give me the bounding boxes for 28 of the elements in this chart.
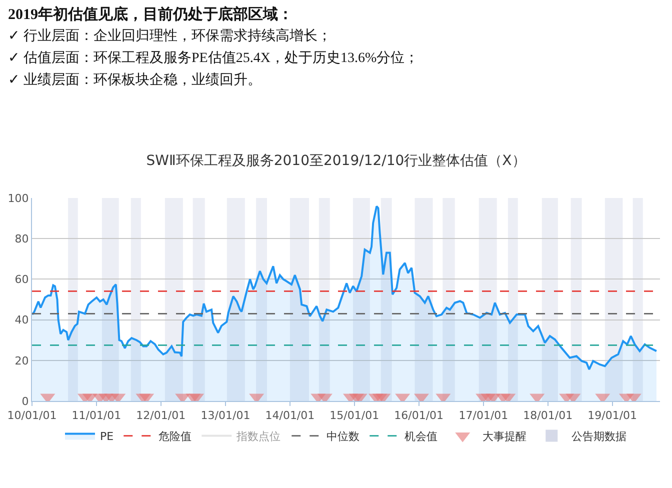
legend-label: 大事提醒: [482, 430, 527, 444]
text: ✓ 业绩层面：环保板块企稳，业绩回升。: [8, 72, 262, 90]
text: ✓ 估值层面：环保工程及服务PE估值25.4X，处于历史13.6%分位；: [8, 50, 420, 68]
x-tick-label: 13/01/01: [200, 409, 250, 422]
legend-label: 公告期数据: [572, 430, 627, 444]
chart-title: SWⅡ环保工程及服务2010至2019/12/10行业整体估值（X）: [146, 152, 526, 169]
legend-label: 指数点位: [236, 430, 281, 444]
x-tick-label: 11/01/01: [72, 409, 122, 422]
x-tick-label: 10/01/01: [7, 409, 57, 422]
y-tick-label: 60: [14, 273, 29, 286]
text: 2019年初估值见底，目前仍处于底部区域：: [8, 5, 294, 25]
x-tick-label: 18/01/01: [523, 409, 573, 422]
legend-label: 危险值: [158, 430, 192, 444]
y-tick-label: 100: [8, 192, 29, 205]
x-tick-label: 17/01/01: [458, 409, 508, 422]
y-tick-label: 40: [14, 314, 29, 327]
x-tick-label: 15/01/01: [330, 409, 380, 422]
x-tick-label: 16/01/01: [394, 409, 444, 422]
legend-label: 机会值: [404, 430, 438, 444]
y-tick-label: 0: [22, 394, 29, 408]
x-tick-label: 14/01/01: [265, 409, 315, 422]
legend-label: PE: [100, 430, 114, 444]
x-tick-label: 19/01/01: [588, 409, 638, 422]
legend-label: 中位数: [326, 430, 360, 444]
y-tick-label: 80: [14, 232, 29, 246]
y-tick-label: 20: [14, 354, 29, 368]
text: ✓ 行业层面：企业回归理性，环保需求持续高增长；: [8, 27, 332, 46]
x-tick-label: 12/01/01: [136, 409, 186, 422]
